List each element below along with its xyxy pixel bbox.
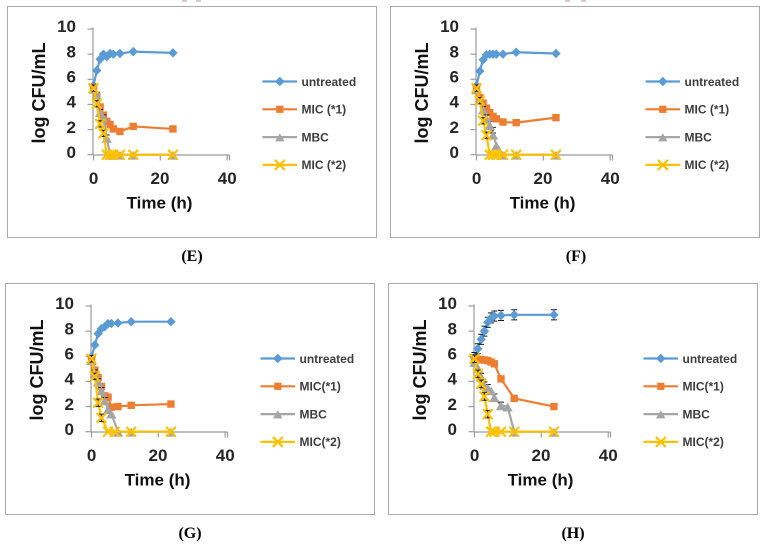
svg-text:untreated: untreated [683,352,738,366]
svg-text:log CFU/mL: log CFU/mL [412,43,432,144]
svg-text:8: 8 [448,319,457,338]
svg-text:20: 20 [149,446,168,465]
svg-text:40: 40 [218,169,237,188]
svg-text:log CFU/mL: log CFU/mL [410,320,430,421]
svg-text:10: 10 [57,17,76,36]
svg-text:4: 4 [67,93,77,112]
svg-text:2: 2 [448,395,457,414]
svg-text:MBC: MBC [685,130,713,144]
svg-text:6: 6 [65,344,74,363]
svg-text:2: 2 [67,118,76,137]
svg-text:4: 4 [448,370,458,389]
svg-text:6: 6 [448,344,457,363]
svg-text:10: 10 [438,294,457,313]
svg-text:40: 40 [599,446,618,465]
svg-text:8: 8 [450,42,459,61]
svg-text:log CFU/mL: log CFU/mL [27,320,47,421]
svg-text:4: 4 [450,93,460,112]
svg-text:MIC(*2): MIC(*2) [683,435,724,449]
svg-text:untreated: untreated [300,352,355,366]
svg-text:MBC: MBC [683,407,711,421]
svg-text:0: 0 [65,420,74,439]
svg-text:40: 40 [601,169,620,188]
svg-text:0: 0 [472,169,481,188]
svg-text:8: 8 [67,42,76,61]
svg-text:MBC: MBC [300,407,328,421]
svg-text:MBC: MBC [302,130,330,144]
svg-text:untreated: untreated [685,75,740,89]
svg-text:20: 20 [532,446,551,465]
svg-text:Time (h): Time (h) [127,194,193,213]
svg-text:20: 20 [534,169,553,188]
svg-text:0: 0 [89,169,98,188]
svg-text:MIC(*2): MIC(*2) [300,435,341,449]
svg-text:0: 0 [87,446,96,465]
svg-text:0: 0 [450,143,459,162]
svg-text:MIC (*1): MIC (*1) [302,103,347,117]
svg-text:0: 0 [67,143,76,162]
svg-text:MIC (*2): MIC (*2) [302,158,347,172]
svg-text:20: 20 [151,169,170,188]
svg-text:untreated: untreated [302,75,357,89]
svg-text:4: 4 [65,370,75,389]
svg-text:Time (h): Time (h) [510,194,576,213]
svg-text:0: 0 [448,420,457,439]
svg-text:2: 2 [450,118,459,137]
svg-text:10: 10 [440,17,459,36]
svg-text:MIC (*2): MIC (*2) [685,158,730,172]
svg-text:6: 6 [67,67,76,86]
svg-text:Time (h): Time (h) [508,471,574,490]
svg-text:6: 6 [450,67,459,86]
svg-text:Time (h): Time (h) [125,471,191,490]
svg-text:MIC (*1): MIC (*1) [685,103,730,117]
svg-text:MIC(*1): MIC(*1) [683,380,724,394]
svg-text:log CFU/mL: log CFU/mL [29,43,49,144]
svg-text:10: 10 [55,294,74,313]
svg-text:8: 8 [65,319,74,338]
svg-text:MIC(*1): MIC(*1) [300,380,341,394]
svg-text:2: 2 [65,395,74,414]
svg-text:40: 40 [216,446,235,465]
svg-text:0: 0 [470,446,479,465]
